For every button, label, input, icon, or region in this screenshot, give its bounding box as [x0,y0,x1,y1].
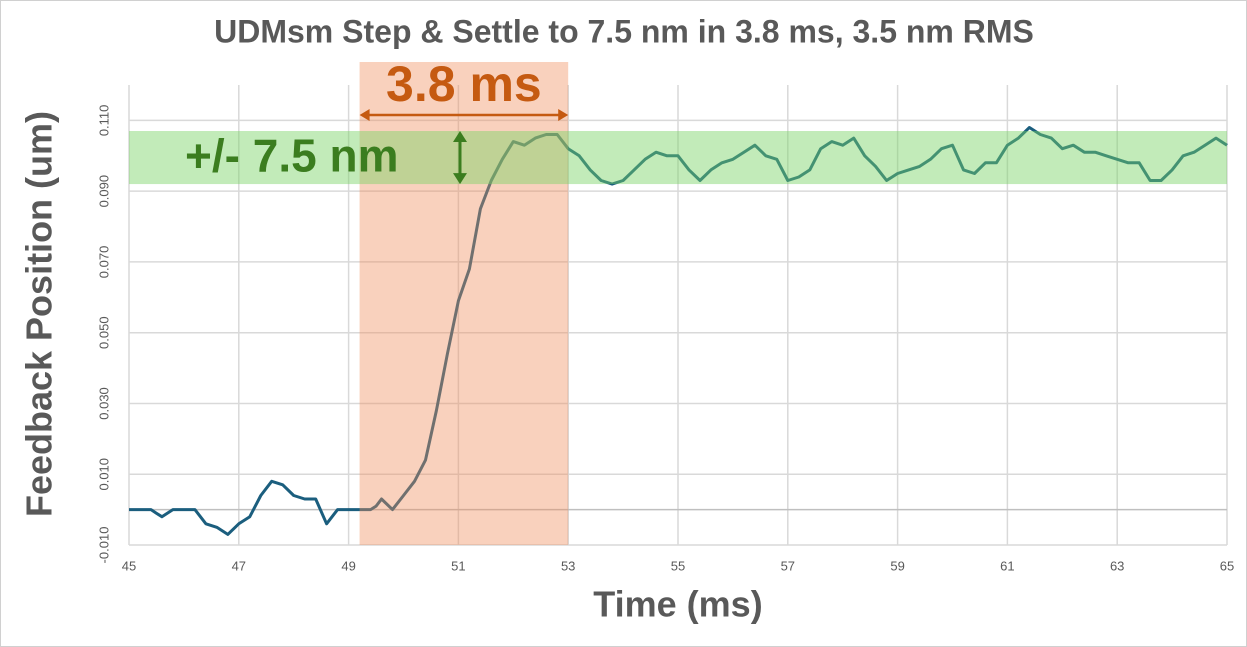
y-tick-label: 0.110 [96,105,111,137]
y-tick-label: 0.050 [96,316,111,349]
x-tick-label: 61 [1000,558,1014,573]
chart-title: UDMsm Step & Settle to 7.5 nm in 3.8 ms,… [214,13,1034,49]
tolerance-label: +/- 7.5 nm [185,130,398,182]
lines [129,126,1228,536]
x-tick-label: 63 [1110,558,1124,573]
x-tick-label: 59 [890,558,904,573]
y-tick-label: 0.010 [96,458,111,491]
x-tick-label: 55 [671,558,685,573]
labels: -0.010 0.010 0.030 0.050 0.070 0.090 0.110 45 47… [96,56,1234,573]
data-line [129,126,1228,536]
x-tick-label: 45 [122,558,136,573]
y-tick-label: -0.010 [96,527,111,564]
x-tick-label: 49 [341,558,355,573]
bands [129,62,1227,545]
x-tick-label: 53 [561,558,575,573]
x-tick-label: 57 [781,558,795,573]
settle-label: 3.8 ms [386,56,542,112]
y-tick-label: 0.030 [96,387,111,420]
settle-band [359,62,569,545]
x-axis-title: Time (ms) [593,584,762,625]
y-tick-label: 0.090 [96,175,111,208]
x-tick-label: 65 [1220,558,1234,573]
y-tick-label: 0.070 [96,246,111,279]
y-axis-title: Feedback Position (um) [19,111,60,517]
x-tick-label: 47 [232,558,246,573]
x-tick-label: 51 [451,558,465,573]
grid [128,85,1228,546]
tolerance-band [129,131,1227,185]
arrow-head [453,131,467,185]
